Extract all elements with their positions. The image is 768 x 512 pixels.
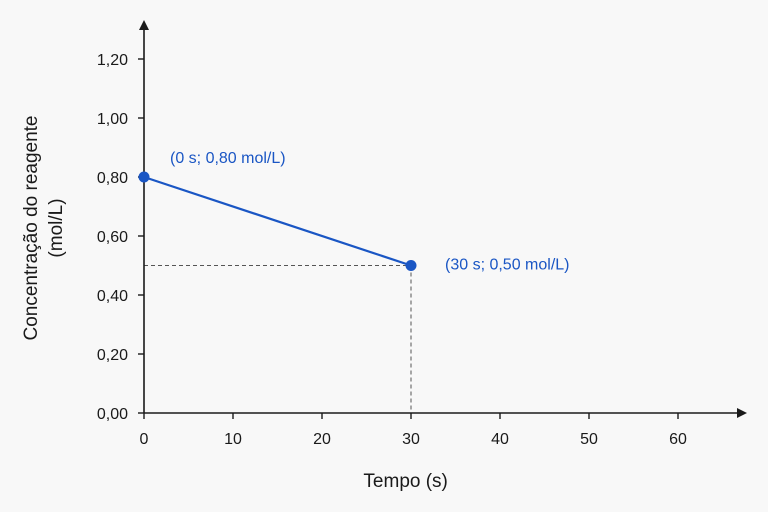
data-point-label: (30 s; 0,50 mol/L) xyxy=(445,257,570,274)
data-point-label: (0 s; 0,80 mol/L) xyxy=(170,150,286,167)
x-tick-label: 50 xyxy=(580,431,598,448)
y-tick-label: 1,00 xyxy=(97,111,128,128)
x-tick-label: 10 xyxy=(224,431,242,448)
y-axis-title-line: Concentração do reagente xyxy=(21,116,42,341)
y-tick-label: 0,80 xyxy=(97,170,128,187)
x-tick-label: 30 xyxy=(402,431,420,448)
data-point xyxy=(138,171,150,183)
x-tick-label: 60 xyxy=(669,431,687,448)
data-point xyxy=(405,260,417,271)
x-tick-label: 40 xyxy=(491,431,509,448)
y-axis-title: Concentração do reagente (mol/L) xyxy=(21,116,67,341)
y-tick-label: 0,40 xyxy=(97,288,128,305)
x-axis-title: Tempo (s) xyxy=(363,471,447,492)
y-tick-label: 0,60 xyxy=(97,229,128,246)
x-tick-label: 20 xyxy=(313,431,331,448)
x-tick-label: 0 xyxy=(140,431,149,448)
y-tick-label: 0,00 xyxy=(97,406,128,423)
series-line xyxy=(143,175,412,267)
y-tick-label: 1,20 xyxy=(97,52,128,69)
y-tick-label: 0,20 xyxy=(97,347,128,364)
y-axis-title-line: (mol/L) xyxy=(46,198,67,257)
